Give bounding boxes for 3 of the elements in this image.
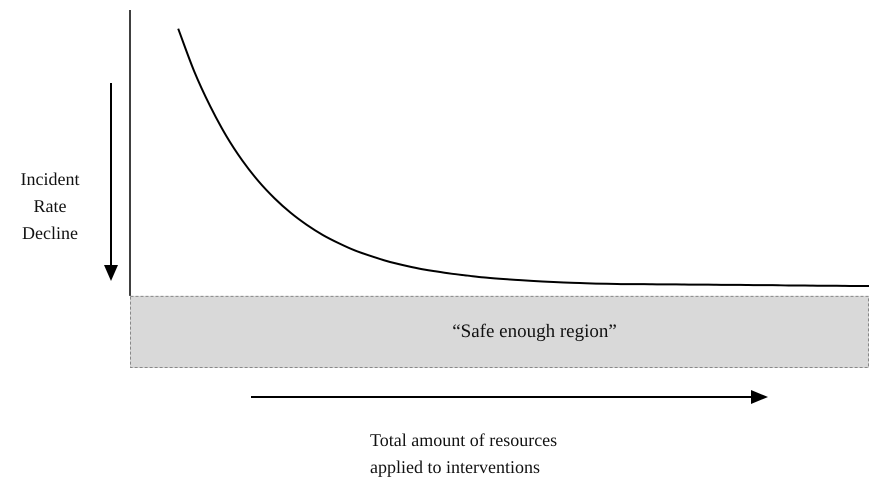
y-axis-title: Incident Rate Decline [20, 168, 80, 245]
band-label: “Safe enough region” [452, 320, 617, 342]
text: Total amount of resources applied to interventions [370, 429, 558, 478]
